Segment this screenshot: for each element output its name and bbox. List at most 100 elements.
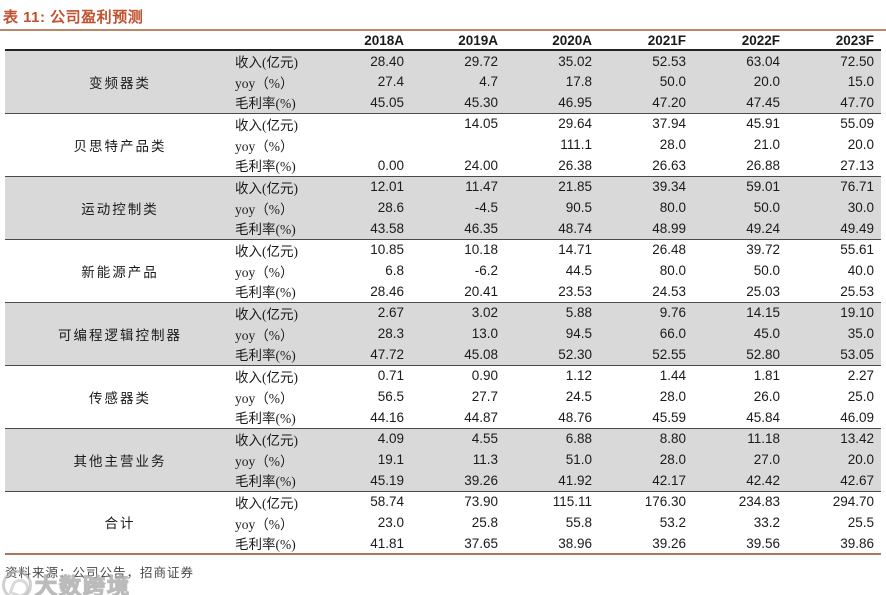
table-row: yoy（%） 27.4 4.7 17.8 50.0 20.0 15.0: [5, 71, 881, 92]
value-cell: 94.5: [505, 323, 599, 344]
value-cell: 28.0: [659, 389, 686, 404]
source-note: 资料来源：公司公告，招商证券: [5, 566, 195, 580]
table-row: 合计 收入(亿元) 58.74 73.90 115.11 176.30 234.83 294.…: [5, 490, 881, 554]
value-cell: 2.67: [317, 301, 411, 323]
value-cell: 28.3: [317, 323, 411, 344]
value-cell: 51.0: [505, 449, 599, 470]
value-cell: 45.19: [317, 470, 411, 491]
group-label: 变频器类: [5, 50, 235, 113]
value-cell: 3.02: [411, 301, 505, 323]
value-cell: 28.0: [659, 137, 686, 152]
value-cell: 39.86: [840, 535, 874, 551]
value-cell: 90.5: [505, 197, 599, 218]
value-cell: 19.1: [317, 449, 411, 470]
value-cell: 55.61: [787, 238, 881, 260]
metric-label: 收入(亿元): [235, 427, 317, 449]
profit-forecast-table: 2018A 2019A 2020A 2021F 2022F 2023F 变频器类 收入(亿元…: [5, 31, 881, 555]
metric-label: 收入(亿元): [235, 364, 317, 386]
value-cell: 37.94: [599, 112, 693, 134]
value-cell: [317, 112, 411, 134]
table-row: 传感器类 收入(亿元) 0.71 0.90 1.12 1.44 1.81 2.27: [5, 364, 881, 428]
value-cell: [317, 134, 411, 155]
value-cell: 39.26: [411, 470, 505, 491]
table-row: 毛利率(%) 45.05 45.30 46.95 47.20 47.45 47.70: [5, 92, 881, 113]
value-cell: 14.05: [411, 112, 505, 134]
value-cell: 15.0: [787, 71, 881, 92]
value-cell: 53.05: [787, 344, 881, 365]
metric-header-spacer: [235, 31, 317, 51]
value-cell: 29.72: [411, 50, 505, 71]
table-row: 新能源产品 收入(亿元) 10.85 10.18 14.71 26.48 39.72 55.6…: [5, 238, 881, 302]
value-cell: 47.45: [693, 92, 787, 113]
group-header-spacer: [5, 31, 235, 51]
value-cell: 0.00: [377, 157, 404, 173]
value-cell: 45.84: [746, 409, 780, 425]
table-row: yoy（%） 23.0 25.8 55.8 53.2 33.2 25.5: [5, 512, 881, 533]
table-row: 毛利率(%) 44.16 44.87 48.76 45.59 45.84 46.09: [5, 407, 881, 428]
value-cell: 80.0: [659, 263, 686, 278]
value-cell: 12.01: [317, 175, 411, 197]
table-row: 贝思特产品类 收入(亿元) 14.05 29.64 37.94 45.91 55.09: [5, 112, 881, 176]
title-underline: [0, 29, 886, 31]
table-row: 其他主营业务 收入(亿元) 4.09 4.55 6.88 8.80 11.18 13.42: [5, 427, 881, 491]
value-cell: 56.5: [377, 389, 404, 404]
value-cell: 6.88: [505, 427, 599, 449]
value-cell: 52.53: [599, 50, 693, 71]
value-cell: 24.53: [652, 283, 686, 299]
table-row: 毛利率(%) 41.81 37.65 38.96 39.26 39.56 39.86: [5, 533, 881, 554]
value-cell: 1.44: [599, 364, 693, 386]
value-cell: 115.11: [505, 490, 599, 512]
metric-label: yoy（%）: [235, 449, 317, 470]
value-cell: 25.0: [847, 389, 874, 404]
table-row: 毛利率(%) 0.00 24.00 26.38 26.63 26.88 27.13: [5, 155, 881, 176]
value-cell: 35.0: [787, 323, 881, 344]
value-cell: 52.55: [599, 344, 693, 365]
table-row: 毛利率(%) 28.46 20.41 23.53 24.53 25.03 25.53: [5, 281, 881, 302]
metric-label: 毛利率(%): [235, 92, 317, 113]
group-label: 可编程逻辑控制器: [5, 301, 235, 365]
value-cell: 80.0: [599, 197, 693, 218]
value-cell: 1.12: [505, 364, 599, 386]
value-cell: 49.24: [693, 218, 787, 239]
metric-label: 毛利率(%): [235, 159, 296, 175]
value-cell: 28.40: [317, 50, 411, 71]
value-cell: 26.38: [558, 157, 592, 173]
value-cell: 50.0: [693, 197, 787, 218]
column-header-2020A: 2020A: [505, 31, 599, 51]
value-cell: 27.0: [693, 449, 787, 470]
value-cell: -6.2: [474, 263, 498, 278]
metric-label: 收入(亿元): [235, 112, 317, 134]
table-title: 表 11: 公司盈利预测: [3, 9, 144, 26]
table-row: yoy（%） 28.6 -4.5 90.5 80.0 50.0 30.0: [5, 197, 881, 218]
value-cell: 45.05: [317, 92, 411, 113]
value-cell: 42.17: [599, 470, 693, 491]
value-cell: 45.91: [693, 112, 787, 134]
value-cell: 44.87: [464, 409, 498, 425]
value-cell: 40.0: [847, 263, 874, 278]
value-cell: 58.74: [317, 490, 411, 512]
value-cell: 8.80: [599, 427, 693, 449]
value-cell: 45.30: [411, 92, 505, 113]
table-row: yoy（%） 28.3 13.0 94.5 66.0 45.0 35.0: [5, 323, 881, 344]
group-label: 其他主营业务: [5, 427, 235, 491]
value-cell: 14.15: [693, 301, 787, 323]
metric-label: 收入(亿元): [235, 238, 317, 260]
value-cell: 47.70: [787, 92, 881, 113]
value-cell: 29.64: [505, 112, 599, 134]
value-cell: 26.63: [652, 157, 686, 173]
value-cell: 45.0: [693, 323, 787, 344]
value-cell: 44.16: [370, 409, 404, 425]
value-cell: 41.81: [370, 535, 404, 551]
metric-label: yoy（%）: [235, 390, 294, 406]
value-cell: 27.7: [471, 389, 498, 404]
value-cell: 19.10: [787, 301, 881, 323]
metric-label: 毛利率(%): [235, 537, 296, 552]
value-cell: 27.4: [317, 71, 411, 92]
table-row: yoy（%） 56.5 27.7 24.5 28.0 26.0 25.0: [5, 386, 881, 407]
value-cell: 26.48: [599, 238, 693, 260]
table-row: yoy（%） 111.1 28.0 21.0 20.0: [5, 134, 881, 155]
value-cell: 46.09: [840, 409, 874, 425]
group-label: 新能源产品: [5, 238, 235, 302]
value-cell: 50.0: [599, 71, 693, 92]
